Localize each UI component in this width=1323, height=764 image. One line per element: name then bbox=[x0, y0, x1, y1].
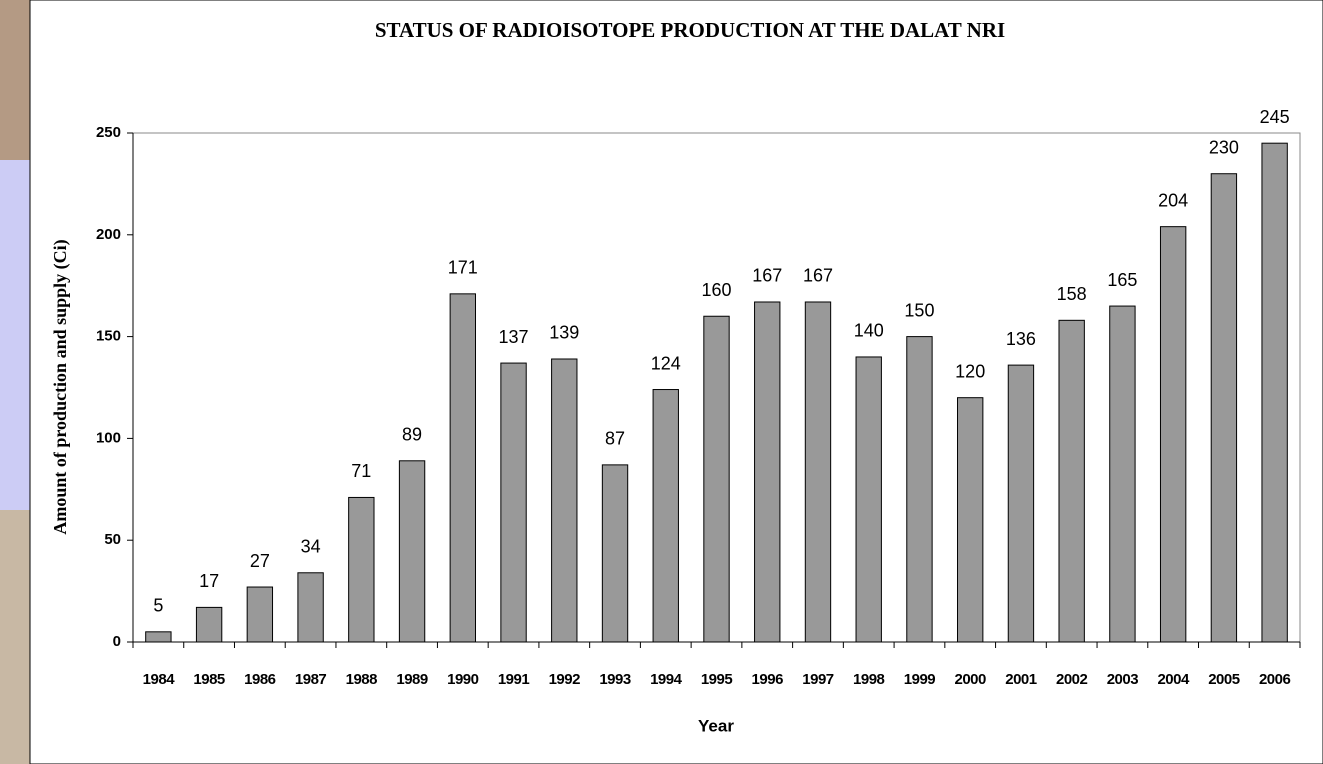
bar bbox=[247, 587, 272, 642]
value-label: 150 bbox=[904, 300, 934, 320]
x-tick-label: 1998 bbox=[853, 671, 885, 688]
value-label: 87 bbox=[605, 429, 625, 449]
x-tick-label: 2001 bbox=[1005, 671, 1037, 688]
y-axis-title: Amount of production and supply (Ci) bbox=[50, 239, 71, 534]
chart-title: STATUS OF RADIOISOTOPE PRODUCTION AT THE… bbox=[375, 18, 1005, 42]
bar bbox=[602, 465, 627, 642]
y-tick-label: 100 bbox=[96, 429, 121, 446]
y-tick-label: 50 bbox=[104, 531, 121, 548]
background-photo bbox=[0, 510, 30, 764]
x-tick-label: 1993 bbox=[599, 671, 631, 688]
x-tick-label: 2004 bbox=[1157, 671, 1190, 688]
value-label: 136 bbox=[1006, 329, 1036, 349]
value-label: 27 bbox=[250, 551, 270, 571]
value-label: 204 bbox=[1158, 190, 1188, 210]
x-tick-label: 1992 bbox=[549, 671, 581, 688]
bar bbox=[196, 607, 221, 642]
bar bbox=[704, 316, 729, 642]
value-label: 17 bbox=[199, 571, 219, 591]
bar bbox=[450, 294, 475, 642]
x-axis-title: Year bbox=[698, 716, 734, 735]
background-photo bbox=[0, 0, 30, 160]
bar bbox=[146, 632, 171, 642]
value-label: 137 bbox=[499, 327, 529, 347]
x-tick-label: 2005 bbox=[1208, 671, 1240, 688]
x-tick-label: 1989 bbox=[396, 671, 428, 688]
x-tick-label: 1986 bbox=[244, 671, 276, 688]
bar bbox=[1110, 306, 1135, 642]
bar bbox=[907, 337, 932, 642]
y-tick-label: 150 bbox=[96, 328, 121, 345]
x-tick-label: 1984 bbox=[143, 671, 176, 688]
value-label: 89 bbox=[402, 425, 422, 445]
y-tick-label: 200 bbox=[96, 226, 121, 243]
value-label: 71 bbox=[351, 461, 371, 481]
bar bbox=[1008, 365, 1033, 642]
value-label: 167 bbox=[752, 266, 782, 286]
y-tick-label: 0 bbox=[113, 633, 121, 650]
value-label: 230 bbox=[1209, 137, 1239, 157]
value-label: 171 bbox=[448, 258, 478, 278]
value-label: 160 bbox=[701, 280, 731, 300]
bar bbox=[399, 461, 424, 642]
value-label: 245 bbox=[1260, 107, 1290, 127]
value-label: 124 bbox=[651, 353, 681, 373]
x-tick-label: 2006 bbox=[1259, 671, 1291, 688]
bar bbox=[1262, 143, 1287, 642]
bar bbox=[1211, 174, 1236, 642]
x-tick-label: 1997 bbox=[802, 671, 834, 688]
x-tick-label: 1995 bbox=[701, 671, 733, 688]
bar bbox=[653, 390, 678, 642]
x-tick-label: 1999 bbox=[904, 671, 936, 688]
x-tick-label: 1996 bbox=[752, 671, 784, 688]
x-tick-label: 2002 bbox=[1056, 671, 1088, 688]
value-label: 167 bbox=[803, 266, 833, 286]
x-tick-label: 2000 bbox=[955, 671, 987, 688]
bar bbox=[349, 497, 374, 642]
bar bbox=[501, 363, 526, 642]
value-label: 165 bbox=[1107, 270, 1137, 290]
x-tick-label: 1988 bbox=[346, 671, 378, 688]
bar bbox=[856, 357, 881, 642]
bar bbox=[805, 302, 830, 642]
page: {"chart_data": {"type": "bar", "title": … bbox=[0, 0, 1323, 764]
x-tick-label: 1991 bbox=[498, 671, 530, 688]
value-label: 120 bbox=[955, 361, 985, 381]
bar bbox=[755, 302, 780, 642]
value-label: 34 bbox=[301, 537, 321, 557]
y-tick-label: 250 bbox=[96, 124, 121, 141]
value-label: 140 bbox=[854, 321, 884, 341]
value-label: 158 bbox=[1057, 284, 1087, 304]
slide: STATUS OF RADIOISOTOPE PRODUCTION AT THE… bbox=[0, 0, 1323, 764]
x-tick-label: 1985 bbox=[193, 671, 225, 688]
bar bbox=[552, 359, 577, 642]
bar bbox=[958, 398, 983, 642]
value-label: 5 bbox=[153, 596, 163, 616]
value-label: 139 bbox=[549, 323, 579, 343]
x-tick-label: 1990 bbox=[447, 671, 479, 688]
bar bbox=[298, 573, 323, 642]
bar bbox=[1160, 227, 1185, 642]
x-tick-label: 1987 bbox=[295, 671, 327, 688]
x-tick-label: 2003 bbox=[1107, 671, 1139, 688]
x-tick-label: 1994 bbox=[650, 671, 683, 688]
bar bbox=[1059, 320, 1084, 642]
